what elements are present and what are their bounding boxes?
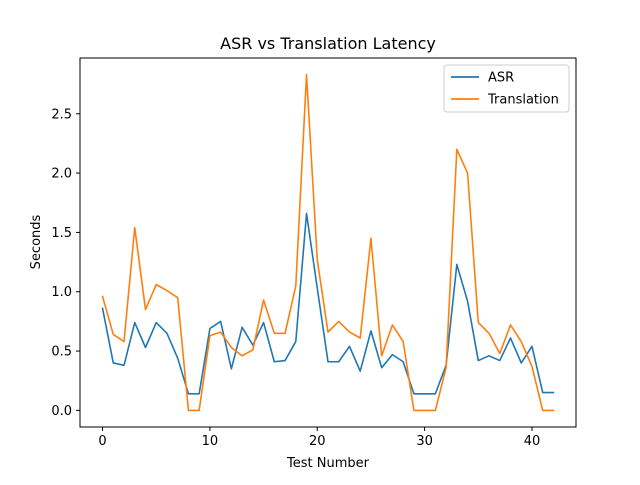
y-tick-label: 1.0: [51, 285, 72, 300]
legend: ASR Translation: [443, 64, 570, 113]
x-tick-label: 0: [98, 434, 106, 449]
y-tick-label: 1.5: [51, 226, 72, 241]
x-axis: 0 10 20 30 40: [98, 427, 540, 449]
plot-area: [79, 57, 577, 428]
chart-title: ASR vs Translation Latency: [220, 34, 436, 53]
y-tick-label: 2.0: [51, 167, 72, 182]
plot-frame: [79, 57, 577, 428]
series-layer: [101, 73, 555, 412]
y-tick-label: 2.5: [51, 107, 72, 122]
x-tick-label: 30: [416, 434, 433, 449]
legend-label: ASR: [488, 71, 514, 86]
y-tick-label: 0.5: [51, 345, 72, 360]
y-tick-label: 0.0: [51, 404, 72, 419]
y-axis-label: Seconds: [29, 214, 44, 269]
legend-label: Translation: [487, 93, 559, 108]
x-tick-label: 20: [309, 434, 326, 449]
y-axis: 0.0 0.5 1.0 1.5 2.0 2.5: [51, 107, 80, 419]
x-tick-label: 10: [202, 434, 219, 449]
series-line-asr: [101, 212, 555, 395]
series-line-translation: [101, 73, 555, 412]
x-tick-label: 40: [524, 434, 541, 449]
x-axis-label: Test Number: [286, 456, 370, 471]
